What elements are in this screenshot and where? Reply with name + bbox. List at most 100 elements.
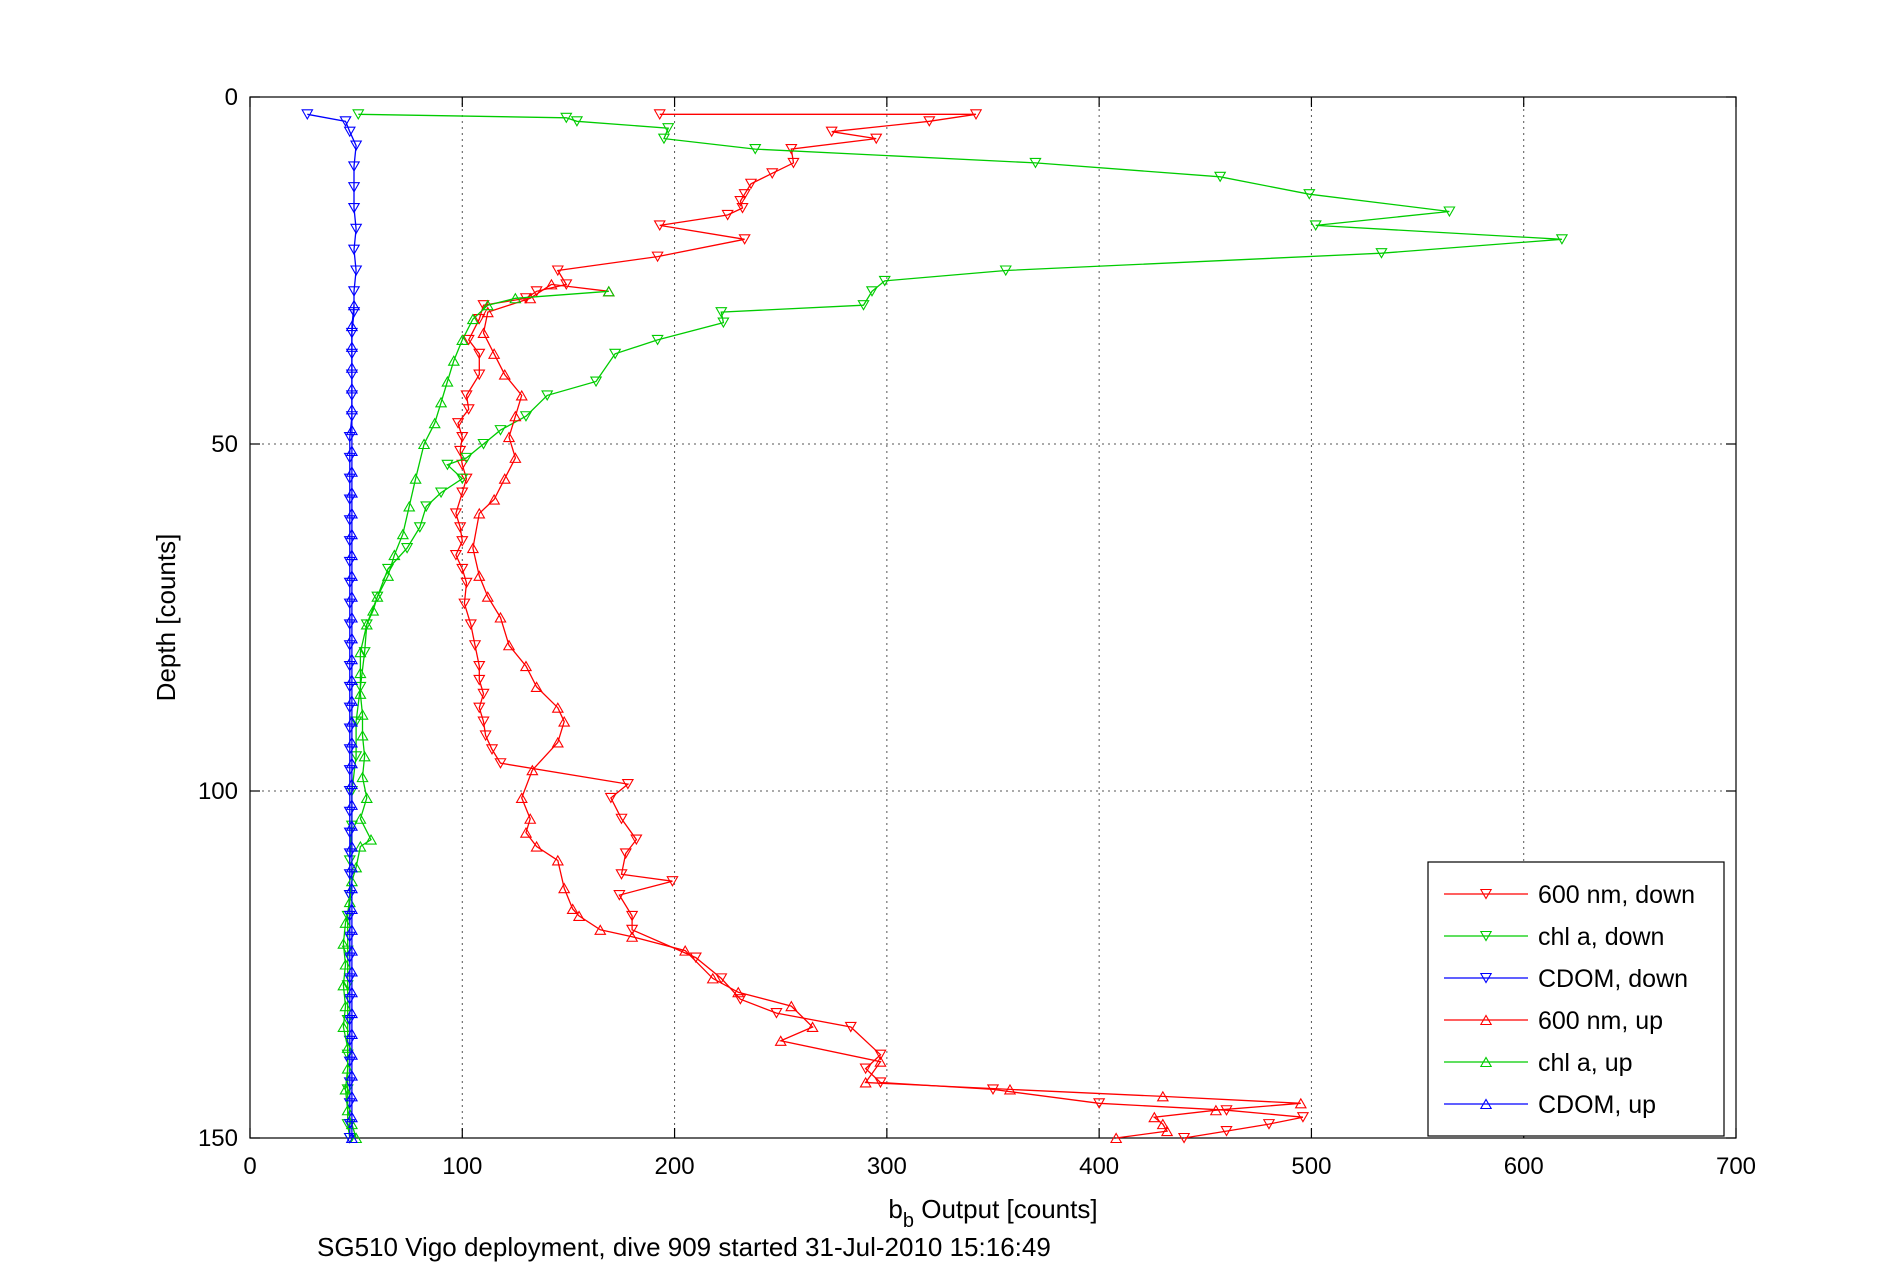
data-point-600-nm-down	[477, 688, 490, 700]
data-point-600-nm-down	[456, 432, 469, 443]
data-point-600-nm-down	[456, 459, 469, 471]
data-point-600-nm-up	[509, 452, 522, 463]
legend-label: 600 nm, up	[1538, 1007, 1663, 1035]
data-point-chl-a-down	[1303, 189, 1316, 200]
data-point-chl-a-down	[717, 317, 730, 329]
data-point-chl-a-up	[339, 1083, 352, 1095]
data-point-600-nm-down	[651, 251, 664, 263]
data-point-600-nm-down	[462, 334, 475, 346]
data-point-600-nm-down	[460, 390, 473, 402]
data-point-600-nm-up	[806, 1021, 819, 1033]
data-point-600-nm-down	[604, 792, 618, 804]
data-point-chl-a-down	[358, 647, 371, 658]
y-tick-label: 50	[211, 431, 238, 458]
data-point-cdom-down	[339, 116, 352, 127]
data-point-chl-a-down	[350, 751, 363, 762]
data-point-chl-a-down	[400, 543, 414, 554]
data-point-600-nm-up	[488, 348, 501, 359]
data-point-chl-a-up	[354, 646, 367, 658]
data-point-600-nm-down	[485, 744, 499, 755]
data-point-chl-a-up	[364, 833, 378, 845]
data-point-chl-a-up	[356, 709, 369, 720]
data-point-chl-a-up	[367, 604, 380, 616]
legend-label: chl a, down	[1538, 923, 1664, 951]
data-point-chl-a-up	[354, 840, 367, 852]
data-point-600-nm-down	[619, 848, 632, 860]
legend-entry-cdom-up: CDOM, up	[1444, 1091, 1656, 1119]
data-point-600-nm-down	[744, 178, 758, 190]
data-point-cdom-up	[345, 840, 359, 852]
data-point-600-nm-down	[615, 813, 628, 825]
data-point-chl-a-up	[339, 917, 352, 928]
data-point-600-nm-down	[825, 126, 838, 138]
legend-entry-chl-a-up: chl a, up	[1444, 1049, 1633, 1077]
data-point-cdom-up	[345, 528, 359, 540]
data-point-600-nm-up	[558, 715, 571, 727]
data-point-600-nm-down	[1220, 1105, 1233, 1116]
data-point-600-nm-down	[625, 910, 639, 922]
data-point-600-nm-down	[477, 300, 490, 311]
data-point-cdom-up	[345, 674, 359, 686]
data-point-600-nm-down	[451, 418, 465, 429]
data-point-chl-a-up	[354, 667, 367, 679]
data-point-cdom-up	[345, 1111, 359, 1123]
legend-box	[1427, 861, 1725, 1137]
data-point-600-nm-down	[738, 189, 751, 200]
x-axis-label-rest: Output [counts]	[914, 1194, 1098, 1224]
data-point-600-nm-down	[551, 265, 564, 277]
data-point-600-nm-up	[481, 306, 494, 318]
data-point-chl-a-down	[541, 390, 554, 402]
data-point-chl-a-up	[441, 375, 454, 387]
y-axis-label: Depth [counts]	[151, 534, 181, 702]
data-point-cdom-up	[345, 341, 359, 352]
data-point-chl-a-up	[356, 771, 369, 783]
data-point-600-nm-down	[1220, 1126, 1233, 1137]
data-point-chl-a-down	[560, 112, 573, 124]
data-point-600-nm-up	[524, 292, 537, 304]
data-point-600-nm-up	[785, 1000, 798, 1012]
data-point-600-nm-down	[859, 1063, 872, 1075]
data-point-600-nm-up	[519, 827, 533, 838]
data-point-600-nm-up	[515, 792, 528, 803]
data-point-cdom-up	[345, 1069, 359, 1081]
data-point-chl-a-up	[481, 299, 494, 311]
data-point-600-nm-up	[530, 840, 543, 852]
data-point-600-nm-down	[625, 924, 639, 936]
data-point-cdom-down	[350, 140, 363, 152]
data-point-chl-a-up	[341, 1062, 354, 1074]
data-point-cdom-up	[345, 320, 359, 332]
grid-lines	[250, 97, 1736, 1138]
data-point-600-nm-down	[870, 133, 883, 145]
data-point-600-nm-down	[1296, 1112, 1310, 1123]
data-point-600-nm-down	[736, 202, 749, 214]
x-axis-label-main: b	[888, 1194, 902, 1224]
data-point-cdom-down	[350, 265, 363, 277]
x-tick-label: 500	[1291, 1153, 1331, 1180]
data-point-cdom-down	[347, 202, 361, 214]
data-point-chl-a-down	[420, 501, 433, 513]
data-point-600-nm-down	[530, 286, 543, 297]
data-point-cdom-up	[345, 695, 359, 706]
data-point-600-nm-down	[560, 279, 573, 290]
data-point-600-nm-up	[1209, 1104, 1223, 1116]
data-point-600-nm-up	[1160, 1125, 1174, 1137]
data-point-600-nm-down	[473, 661, 486, 672]
data-point-600-nm-down	[734, 994, 747, 1005]
data-point-chl-a-down	[350, 716, 363, 728]
data-point-600-nm-down	[454, 445, 467, 457]
data-point-600-nm-down	[766, 168, 779, 179]
data-point-chl-a-up	[358, 750, 371, 762]
data-point-cdom-up	[345, 820, 359, 831]
data-point-600-nm-down	[615, 869, 628, 880]
data-point-cdom-down	[350, 223, 363, 235]
data-point-600-nm-down	[473, 674, 486, 686]
data-point-600-nm-up	[558, 882, 571, 894]
data-point-chl-a-down	[441, 459, 454, 471]
data-point-chl-a-down	[1309, 220, 1322, 231]
data-point-cdom-up	[345, 382, 359, 394]
data-point-600-nm-down	[494, 758, 507, 769]
data-point-600-nm-up	[545, 278, 558, 290]
data-point-600-nm-down	[621, 779, 634, 790]
data-point-cdom-up	[345, 965, 359, 977]
data-point-chl-a-up	[447, 355, 460, 366]
